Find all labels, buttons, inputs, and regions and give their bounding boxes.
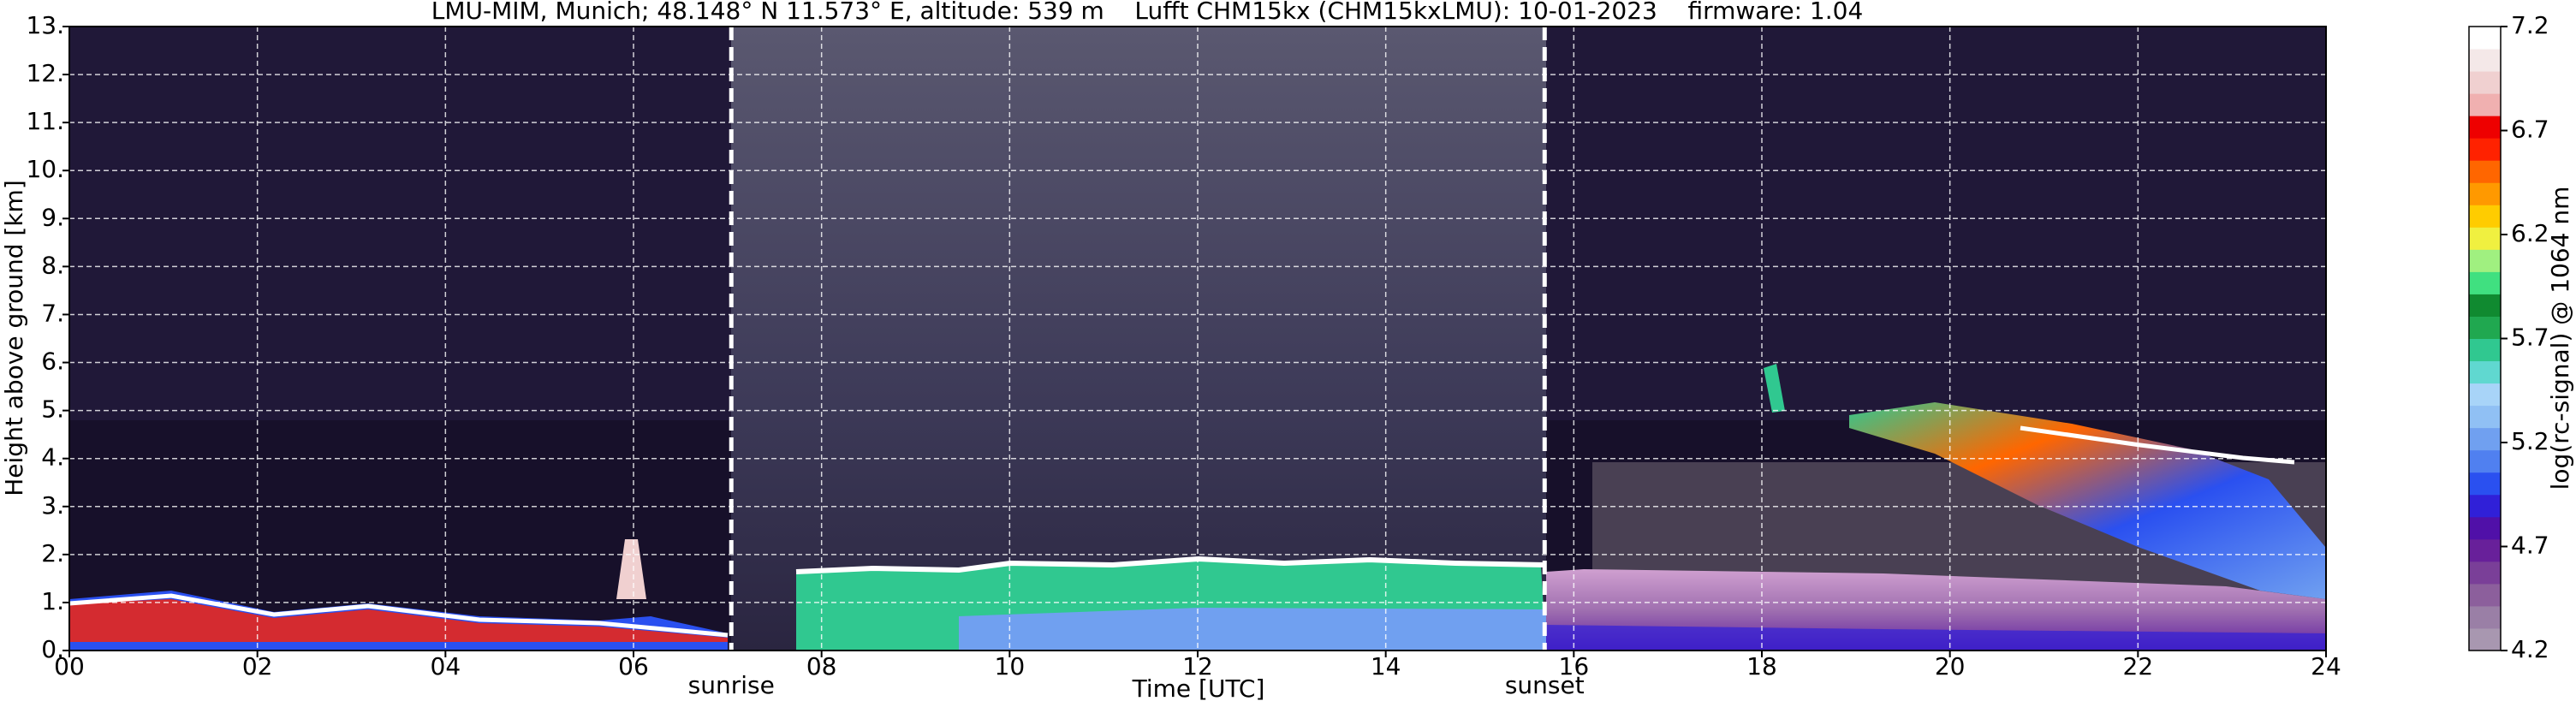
x-tick-label: 18: [1746, 652, 1777, 680]
event-label: sunrise: [688, 671, 775, 699]
boundary-top: [69, 593, 729, 638]
y-tick-label: 7.: [41, 299, 64, 327]
x-tick-label: 16: [1559, 652, 1590, 680]
colorbar-tick-label: 4.7: [2511, 532, 2549, 560]
colorbar-band: [2469, 427, 2501, 451]
y-tick-label: 8.: [41, 251, 64, 279]
x-tick-label: 14: [1371, 652, 1401, 680]
y-tick-label: 13.: [26, 11, 64, 39]
colorbar-tick-label: 5.2: [2511, 427, 2549, 455]
colorbar-tick-label: 5.7: [2511, 324, 2549, 352]
daytime-noise: [731, 27, 1546, 651]
x-tick-label: 06: [618, 652, 649, 680]
x-tick-label: 22: [2123, 652, 2154, 680]
colorbar-band: [2469, 294, 2501, 317]
y-tick-label: 11.: [26, 107, 64, 135]
y-tick-label: 2.: [41, 539, 64, 567]
boundary-layer-core: [69, 599, 728, 642]
x-tick-label: 00: [54, 652, 85, 680]
daytime-boundary-top: [795, 556, 1547, 574]
colorbar-label: log(rc-signal) @ 1064 nm: [2546, 187, 2574, 490]
y-axis-label: Height above ground [km]: [0, 180, 28, 496]
colorbar-band: [2469, 516, 2501, 540]
colorbar-band: [2469, 138, 2501, 161]
colorbar-band: [2469, 383, 2501, 407]
nocturnal-surface: [1546, 625, 2326, 651]
colorbar-band: [2469, 182, 2501, 205]
colorbar-band: [2469, 449, 2501, 473]
x-tick-label: 04: [431, 652, 461, 680]
chart-title: LMU-MIM, Munich; 48.148° N 11.573° E, al…: [431, 0, 1864, 25]
colorbar-tick-label: 7.2: [2511, 11, 2549, 39]
colorbar-band: [2469, 405, 2501, 429]
colorbar-tick-label: 6.2: [2511, 219, 2549, 247]
y-tick-label: 6.: [41, 348, 64, 376]
daytime-surface-layer: [959, 608, 1546, 651]
colorbar-band: [2469, 605, 2501, 629]
colorbar-band: [2469, 627, 2501, 651]
x-tick-label: 10: [995, 652, 1026, 680]
y-tick-label: 9.: [41, 203, 64, 231]
cloud-layer: [1849, 402, 2326, 599]
colorbar-band: [2469, 227, 2501, 250]
colorbar-band: [2469, 583, 2501, 607]
plot-frame: [68, 26, 2327, 651]
colorbar-band: [2469, 93, 2501, 116]
colorbar-tick-label: 6.7: [2511, 116, 2549, 144]
colorbar-band: [2469, 338, 2501, 362]
x-axis-label: Time [UTC]: [1132, 674, 1265, 703]
x-tick-label: 08: [806, 652, 837, 680]
cloud-top: [2020, 425, 2295, 465]
colorbar-tick-label: 4.2: [2511, 635, 2549, 663]
colorbar-band: [2469, 472, 2501, 496]
colorbar-band: [2469, 249, 2501, 272]
cloud-fragment: [1764, 364, 1785, 413]
y-tick-label: 12.: [26, 59, 64, 87]
x-tick-label: 12: [1182, 652, 1213, 680]
colorbar-band: [2469, 27, 2501, 50]
colorbar-band: [2469, 494, 2501, 518]
event-label: sunset: [1505, 671, 1585, 699]
colorbar-band: [2469, 271, 2501, 294]
colorbar-band: [2469, 360, 2501, 384]
colorbar-band: [2469, 316, 2501, 339]
x-tick-label: 02: [242, 652, 273, 680]
y-tick-label: 3.: [41, 491, 64, 520]
y-tick-label: 1.: [41, 587, 64, 615]
colorbar-band: [2469, 49, 2501, 72]
x-tick-label: 20: [1935, 652, 1966, 680]
colorbar-band: [2469, 561, 2501, 585]
y-tick-label: 10.: [26, 155, 64, 183]
y-tick-label: 5.: [41, 395, 64, 424]
y-tick-label: 0.: [41, 635, 64, 663]
y-tick-label: 4.: [41, 443, 64, 472]
colorbar-band: [2469, 71, 2501, 94]
colorbar-band: [2469, 116, 2501, 139]
colorbar-band: [2469, 538, 2501, 562]
x-tick-label: 24: [2311, 652, 2341, 680]
colorbar-band: [2469, 160, 2501, 183]
colorbar-band: [2469, 205, 2501, 228]
